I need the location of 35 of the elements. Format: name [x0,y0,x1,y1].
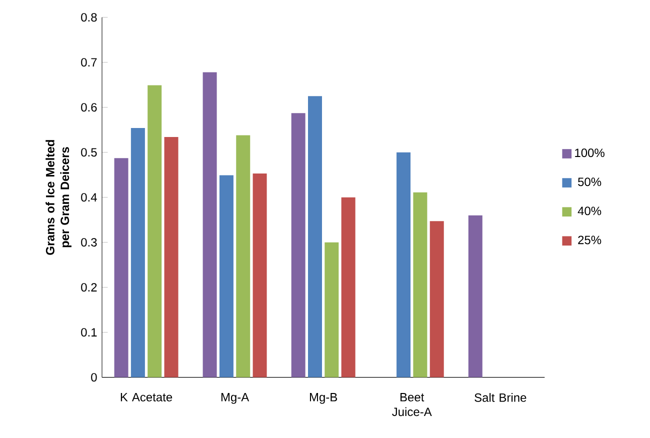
x-tick-label: Salt Brine [474,393,526,402]
bar [148,85,162,378]
bar [468,215,482,378]
bar [324,242,339,378]
y-tick-label: 0.4 [81,193,97,202]
bar [114,158,128,378]
y-tick-label: 0.2 [81,283,97,292]
y-tick-label: 0.1 [81,328,97,337]
bar [164,137,178,378]
x-tick-label: Mg-A [221,393,250,404]
bar [430,221,444,378]
legend-label: 50% [578,178,602,186]
bar [396,152,411,378]
bar [202,72,217,378]
y-tick-label: 0.8 [81,13,97,22]
legend-label: 100% [575,148,604,158]
y-tick-label: 0.3 [81,238,97,247]
y-tick-label: 0.6 [81,103,97,112]
bar [413,192,428,378]
bar [219,175,234,378]
x-tick-label: Beet Juice-A [392,393,432,416]
y-tick-label: 0.7 [81,58,97,67]
y-tick-label: 0.5 [81,148,97,157]
x-tick-label: K Acetate [120,393,172,402]
legend-label: 25% [578,236,602,244]
legend-label: 40% [578,206,602,216]
bar [308,96,322,378]
y-tick-label: 0 [91,373,97,382]
bar [236,135,250,378]
bar [252,173,267,378]
bar [291,113,306,378]
x-tick-label: Mg-B [310,393,338,404]
bar [130,128,145,378]
y-axis-title: Grams of Ice Melted per Gram Deicers [46,140,72,255]
bar [341,197,356,378]
